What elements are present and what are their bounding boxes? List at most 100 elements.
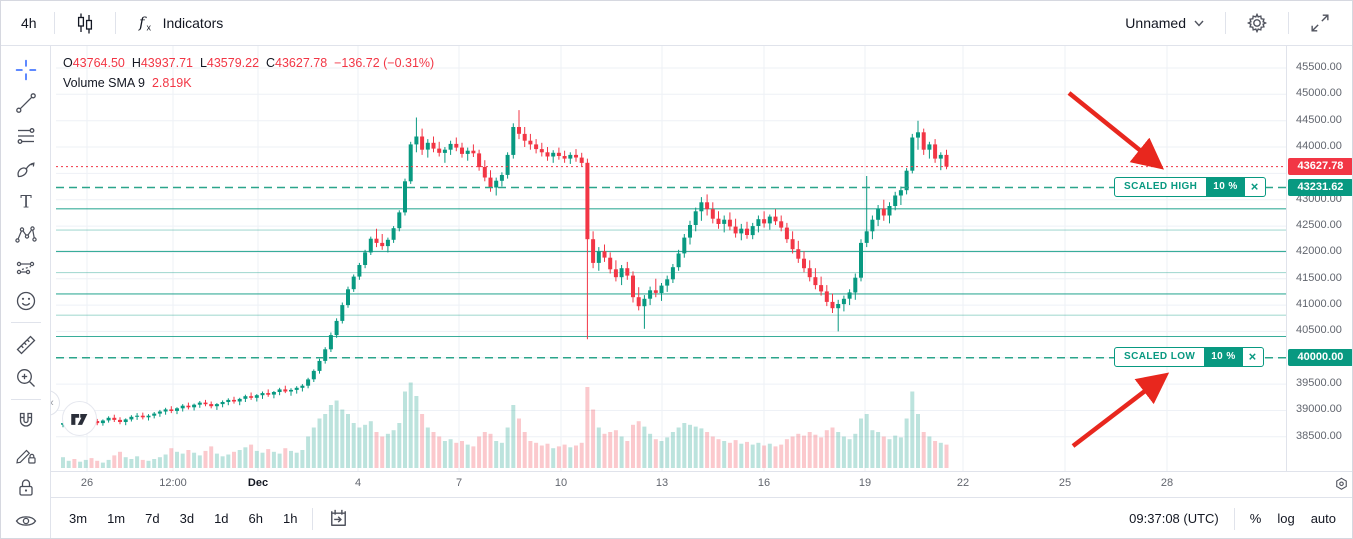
interval-button[interactable]: 4h bbox=[13, 10, 45, 36]
candlestick-style-icon bbox=[72, 10, 98, 36]
candlestick-chart[interactable] bbox=[51, 46, 1286, 471]
top-toolbar-left: 4h f x Indicators bbox=[1, 5, 231, 41]
chevron-down-icon bbox=[1192, 16, 1206, 30]
fullscreen-button[interactable] bbox=[1300, 6, 1340, 40]
price-tick-label: 41500.00 bbox=[1296, 271, 1342, 284]
magnet-icon bbox=[13, 409, 39, 435]
divider bbox=[1233, 507, 1235, 530]
log-scale-button[interactable]: log bbox=[1271, 507, 1300, 530]
layout-name-button[interactable]: Unnamed bbox=[1117, 10, 1214, 36]
high-value: 43937.71 bbox=[140, 56, 193, 70]
text-tool-tool[interactable]: T bbox=[7, 185, 45, 218]
range-button-7d[interactable]: 7d bbox=[138, 507, 166, 530]
crosshair-icon bbox=[13, 57, 39, 83]
toolbar-divider bbox=[10, 322, 41, 323]
price-tick-label: 40500.00 bbox=[1296, 324, 1342, 337]
divider bbox=[312, 507, 314, 530]
text-tool-icon: T bbox=[13, 189, 39, 215]
goto-date-button[interactable] bbox=[318, 501, 359, 536]
time-tick-label: 19 bbox=[858, 477, 872, 489]
auto-scale-button[interactable]: auto bbox=[1305, 507, 1342, 530]
scaled-high-label[interactable]: SCALED HIGH 10 % × bbox=[1114, 177, 1266, 197]
range-button-3d[interactable]: 3d bbox=[173, 507, 201, 530]
svg-text:f: f bbox=[138, 14, 147, 32]
range-button-3m[interactable]: 3m bbox=[62, 507, 94, 530]
calendar-arrow-icon bbox=[326, 506, 351, 531]
divider bbox=[1225, 12, 1226, 34]
drawing-lock-tool[interactable] bbox=[7, 438, 45, 471]
fib-retracement-tool[interactable] bbox=[7, 119, 45, 152]
price-tick-label: 38500.00 bbox=[1296, 429, 1342, 442]
divider bbox=[114, 12, 116, 34]
xabcd-pattern-tool[interactable] bbox=[7, 218, 45, 251]
hide-all-tool[interactable] bbox=[7, 504, 45, 537]
range-button-6h[interactable]: 6h bbox=[242, 507, 270, 530]
price-tick-label: 39500.00 bbox=[1296, 377, 1342, 390]
price-tick-label: 42500.00 bbox=[1296, 219, 1342, 232]
time-tick-label: 25 bbox=[1058, 477, 1072, 489]
range-button-1m[interactable]: 1m bbox=[100, 507, 132, 530]
divider bbox=[53, 12, 55, 34]
brush-icon bbox=[13, 156, 39, 182]
brush-tool[interactable] bbox=[7, 152, 45, 185]
range-button-1h[interactable]: 1h bbox=[276, 507, 304, 530]
emoji-tool[interactable] bbox=[7, 284, 45, 317]
trend-line-tool[interactable] bbox=[7, 86, 45, 119]
tradingview-logo[interactable] bbox=[62, 401, 97, 436]
close-icon[interactable]: × bbox=[1250, 179, 1259, 194]
time-tick-label: 4 bbox=[354, 477, 362, 489]
scaled-high-label-text: SCALED HIGH bbox=[1124, 181, 1198, 192]
fx-icon: f x bbox=[133, 11, 157, 35]
zoom-in-tool[interactable] bbox=[7, 361, 45, 394]
magnet-tool[interactable] bbox=[7, 405, 45, 438]
crosshair-tool[interactable] bbox=[7, 53, 45, 86]
drawing-toolbar: T bbox=[1, 46, 51, 538]
svg-text:T: T bbox=[20, 192, 32, 212]
settings-button[interactable] bbox=[1237, 6, 1277, 40]
projection-tool[interactable] bbox=[7, 251, 45, 284]
time-axis[interactable]: 26 12:00 Dec 4 7 10 13 16 19 22 25 28 bbox=[51, 471, 1352, 499]
high-label: H bbox=[131, 56, 141, 70]
volume-sma-label: Volume SMA 9 bbox=[63, 76, 145, 90]
open-label: O bbox=[63, 56, 73, 70]
bottom-toolbar: 3m 1m 7d 3d 1d 6h 1h 09:37:08 (UTC) % log auto bbox=[51, 497, 1352, 538]
lock-all-tool[interactable] bbox=[7, 471, 45, 504]
zoom-in-icon bbox=[13, 365, 39, 391]
price-tick-label: 44500.00 bbox=[1296, 113, 1342, 126]
drawing-lock-icon bbox=[13, 442, 39, 468]
top-toolbar: 4h f x Indicators bbox=[1, 1, 1352, 46]
fib-retracement-icon bbox=[13, 123, 39, 149]
scaled-high-price-badge: 43231.62 bbox=[1288, 179, 1352, 196]
price-tick-label: 45000.00 bbox=[1296, 87, 1342, 100]
chart-type-button[interactable] bbox=[64, 5, 106, 41]
close-icon[interactable]: × bbox=[1248, 349, 1257, 365]
price-axis[interactable]: 45500.0045000.0044500.0044000.0043500.00… bbox=[1286, 46, 1352, 471]
time-tick-label: 10 bbox=[554, 477, 568, 489]
range-button-1d[interactable]: 1d bbox=[207, 507, 235, 530]
time-tick-label: Dec bbox=[247, 477, 269, 489]
svg-text:x: x bbox=[146, 23, 151, 33]
time-tick-label: 12:00 bbox=[159, 477, 187, 489]
scaled-low-label-text: SCALED LOW bbox=[1124, 351, 1196, 363]
price-tick-label: 39000.00 bbox=[1296, 403, 1342, 416]
price-tick-label: 45500.00 bbox=[1296, 61, 1342, 73]
gear-icon bbox=[1245, 11, 1269, 35]
scaled-low-price-badge: 40000.00 bbox=[1288, 349, 1352, 367]
time-tick-label: 26 bbox=[80, 477, 94, 489]
percent-scale-button[interactable]: % bbox=[1244, 507, 1268, 530]
axis-settings-icon[interactable] bbox=[1332, 475, 1351, 499]
scaled-low-label[interactable]: SCALED LOW 10 % × bbox=[1114, 347, 1264, 368]
low-value: 43579.22 bbox=[206, 56, 260, 70]
clock-utc[interactable]: 09:37:08 (UTC) bbox=[1129, 511, 1219, 526]
chart-zone: O43764.50 H43937.71 L43579.22 C43627.78 … bbox=[45, 46, 1286, 471]
indicators-button[interactable]: f x Indicators bbox=[125, 6, 232, 40]
ohlc-legend: O43764.50 H43937.71 L43579.22 C43627.78 … bbox=[63, 53, 434, 93]
ruler-tool[interactable] bbox=[7, 328, 45, 361]
time-tick-label: 16 bbox=[757, 477, 771, 489]
time-tick-label: 28 bbox=[1160, 477, 1174, 489]
time-tick-label: 22 bbox=[956, 477, 970, 489]
close-label: C bbox=[266, 56, 276, 70]
range-group: 3m 1m 7d 3d 1d 6h 1h bbox=[51, 507, 307, 530]
scaled-low-label-percent: 10 % bbox=[1204, 348, 1243, 367]
price-tick-label: 44000.00 bbox=[1296, 140, 1342, 153]
